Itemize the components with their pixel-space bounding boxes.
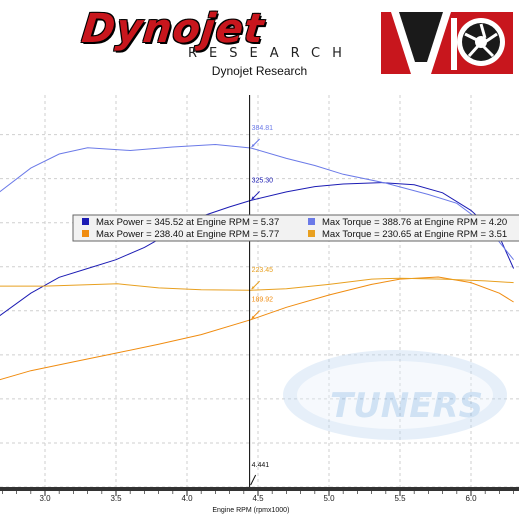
cursor-arrowhead (251, 315, 255, 319)
legend-swatch (82, 230, 89, 237)
cursor-arrowhead (251, 286, 255, 290)
legend-entry: Max Torque = 230.65 at Engine RPM = 3.51 (322, 229, 507, 240)
legend-swatch (82, 218, 89, 225)
legend-box (72, 214, 519, 242)
cursor-value-label: 223.45 (252, 267, 274, 274)
cursor-value-label: 189.92 (252, 297, 274, 304)
x-tick-label: 5.5 (394, 494, 406, 503)
cursor-x-label: 4.441 (252, 462, 270, 469)
series-line-2 (0, 143, 514, 261)
x-tick-label: 6.0 (465, 494, 477, 503)
chart-subtitle: Dynojet Research (211, 64, 308, 78)
dynojet-logo-subtext: RESEARCH (188, 46, 354, 61)
legend-entry: Max Torque = 388.76 at Engine RPM = 4.20 (322, 217, 507, 228)
series-line-4 (0, 277, 514, 291)
series-line-3 (0, 276, 514, 381)
watermark-text: TUNERS (330, 386, 483, 426)
series-line-1 (0, 182, 515, 317)
x-axis: 3.0 3.5 4.0 4.5 5.0 5.5 6.0 (0, 487, 519, 503)
x-tick-label: 3.0 (39, 494, 51, 503)
tuners-watermark: TUNERS (283, 350, 507, 440)
chart-legend: Max Power = 345.52 at Engine RPM = 5.37 M… (72, 214, 519, 242)
dyno-chart: TUNERS 384.81 325.30 223.45 189.92 4.441 Max… (0, 95, 519, 514)
series-lines (0, 143, 515, 381)
x-tick-label: 4.0 (181, 494, 193, 503)
x-tick-label: 3.5 (110, 494, 122, 503)
cursor-arrowhead (251, 196, 255, 200)
legend-entry: Max Power = 345.52 at Engine RPM = 5.37 (96, 217, 279, 228)
cursor-value-label: 325.30 (252, 177, 274, 184)
cursor-arrowhead (251, 144, 255, 148)
cursor-x-arrow (250, 474, 257, 486)
x-axis-label: Engine RPM (rpmx1000) (212, 507, 289, 514)
cursor-value-label: 384.81 (252, 125, 274, 132)
legend-entry: Max Power = 238.40 at Engine RPM = 5.77 (96, 229, 279, 240)
x-tick-label: 5.0 (323, 494, 335, 503)
x-axis-bar (0, 487, 519, 491)
legend-swatch (308, 218, 315, 225)
vp-logo-icon (381, 12, 513, 74)
x-tick-label: 4.5 (252, 494, 264, 503)
chart-header: Dynojet RESEARCH Dynojet Research (0, 0, 519, 95)
cursor-annotations: 384.81 325.30 223.45 189.92 4.441 (250, 125, 274, 486)
chart-grid (0, 95, 519, 488)
legend-swatch (308, 230, 315, 237)
